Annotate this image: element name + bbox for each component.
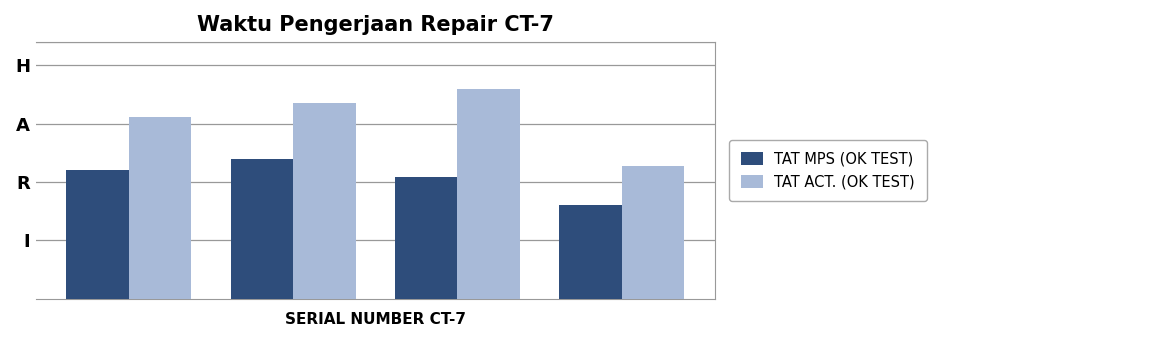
Bar — [129, 117, 191, 299]
Bar — [395, 177, 457, 299]
Bar — [294, 103, 356, 299]
Bar — [457, 89, 520, 299]
X-axis label: SERIAL NUMBER CT-7: SERIAL NUMBER CT-7 — [284, 312, 466, 327]
Bar — [230, 159, 294, 299]
Bar — [67, 170, 129, 299]
Legend: TAT MPS (OK TEST), TAT ACT. (OK TEST): TAT MPS (OK TEST), TAT ACT. (OK TEST) — [730, 140, 927, 201]
Title: Waktu Pengerjaan Repair CT-7: Waktu Pengerjaan Repair CT-7 — [197, 15, 554, 35]
Bar — [559, 206, 622, 299]
Bar — [622, 166, 684, 299]
